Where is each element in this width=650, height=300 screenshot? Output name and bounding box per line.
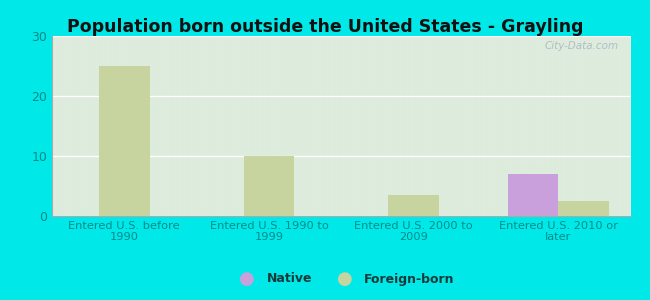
Bar <box>244 156 294 216</box>
Text: City-Data.com: City-Data.com <box>545 41 619 51</box>
Text: ●: ● <box>337 270 352 288</box>
Bar <box>558 201 609 216</box>
Text: Native: Native <box>266 272 312 286</box>
Bar <box>508 174 558 216</box>
Text: ●: ● <box>239 270 255 288</box>
Text: Population born outside the United States - Grayling: Population born outside the United State… <box>67 18 583 36</box>
Bar <box>388 195 439 216</box>
Text: Foreign-born: Foreign-born <box>364 272 454 286</box>
Bar <box>99 66 150 216</box>
